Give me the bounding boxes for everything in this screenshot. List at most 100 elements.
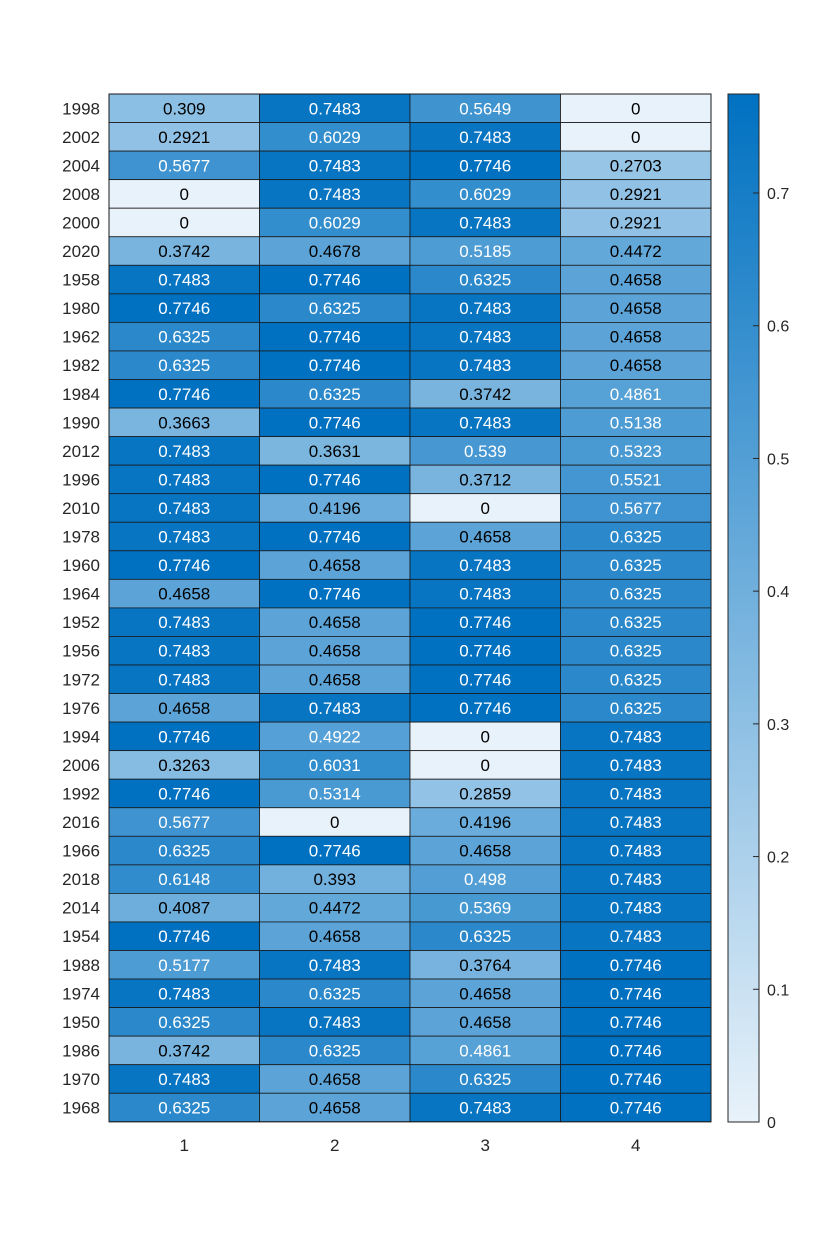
cell-value-label: 0.6325 — [158, 328, 210, 347]
cell-value-label: 0.7746 — [309, 328, 361, 347]
y-tick-label: 2006 — [62, 756, 100, 775]
cell-value-label: 0 — [481, 499, 490, 518]
cell-value-label: 0.7483 — [459, 356, 511, 375]
heatmap-cell — [560, 921, 712, 951]
heatmap-cell — [560, 464, 712, 495]
heatmap-cell — [108, 236, 260, 266]
cell-value-label: 0.4658 — [309, 1070, 361, 1089]
heatmap-cell — [409, 236, 561, 266]
heatmap-cell — [259, 236, 411, 266]
cell-value-label: 0.4861 — [459, 1041, 511, 1060]
heatmap-cell — [409, 978, 561, 1008]
cell-value-label: 0.7746 — [610, 984, 662, 1003]
y-tick-label: 1980 — [62, 299, 100, 318]
cell-value-label: 0.6325 — [610, 585, 662, 604]
cell-value-label: 0.3764 — [459, 956, 511, 975]
heatmap-cell — [108, 693, 260, 723]
heatmap-cell — [259, 150, 411, 181]
cell-value-label: 0.7483 — [459, 413, 511, 432]
y-tick-label: 1998 — [62, 99, 100, 118]
y-tick-label: 1952 — [62, 613, 100, 632]
cell-value-label: 0.539 — [464, 442, 507, 461]
heatmap-cell — [108, 950, 260, 980]
cell-value-label: 0.6325 — [309, 385, 361, 404]
heatmap-cell — [259, 93, 411, 123]
y-tick-label: 1976 — [62, 699, 100, 718]
x-tick-label: 2 — [330, 1136, 339, 1155]
cell-value-label: 0.5677 — [610, 499, 662, 518]
cell-value-label: 0.4658 — [309, 1099, 361, 1118]
y-tick-label: 2010 — [62, 499, 100, 518]
cell-value-label: 0.4658 — [459, 1013, 511, 1032]
cell-value-label: 0.7746 — [459, 670, 511, 689]
cell-value-label: 0.5677 — [158, 156, 210, 175]
cell-value-label: 0.6325 — [459, 927, 511, 946]
y-tick-label: 1960 — [62, 556, 100, 575]
cell-value-label: 0.7746 — [309, 528, 361, 547]
heatmap-cell — [560, 864, 712, 894]
heatmap-cell — [409, 664, 561, 694]
colorbar-tick-label: 0 — [767, 1115, 776, 1132]
y-tick-label: 2004 — [62, 156, 100, 175]
cell-value-label: 0.7746 — [309, 585, 361, 604]
heatmap-cell — [108, 407, 260, 437]
cell-value-label: 0.7483 — [158, 528, 210, 547]
heatmap-cell — [409, 379, 561, 409]
y-tick-label: 2018 — [62, 870, 100, 889]
cell-value-label: 0.4196 — [309, 499, 361, 518]
heatmap-cell — [409, 721, 561, 752]
cell-value-label: 0.7483 — [309, 185, 361, 204]
cell-value-label: 0.6325 — [459, 1070, 511, 1089]
cell-value-label: 0.7483 — [459, 128, 511, 147]
cell-value-label: 0.4922 — [309, 727, 361, 746]
y-tick-label: 1988 — [62, 956, 100, 975]
cell-value-label: 0.5369 — [459, 899, 511, 918]
cell-value-label: 0 — [180, 185, 189, 204]
cell-value-label: 0 — [330, 813, 339, 832]
heatmap-cell — [259, 379, 411, 409]
cell-value-label: 0.3263 — [158, 756, 210, 775]
cell-value-label: 0.6029 — [309, 213, 361, 232]
heatmap-cell — [259, 950, 411, 980]
cell-value-label: 0.4658 — [610, 356, 662, 375]
heatmap-cell — [560, 978, 712, 1008]
cell-value-label: 0.6029 — [459, 185, 511, 204]
cell-value-label: 0.7483 — [610, 870, 662, 889]
cell-value-label: 0.6325 — [309, 1041, 361, 1060]
x-tick-labels: 1 2 3 4 — [180, 1136, 641, 1155]
heatmap-cell — [259, 921, 411, 951]
heatmap-cell — [259, 207, 411, 238]
heatmap-cell — [560, 150, 712, 181]
cell-value-label: 0.7483 — [459, 299, 511, 318]
y-tick-label: 1996 — [62, 470, 100, 489]
y-tick-label: 1990 — [62, 413, 100, 432]
cell-value-label: 0.7483 — [158, 470, 210, 489]
heatmap-cell — [108, 436, 260, 466]
cell-value-label: 0.3631 — [309, 442, 361, 461]
heatmap-cell — [409, 1035, 561, 1066]
cell-value-label: 0.4658 — [309, 642, 361, 661]
heatmap-cells: 0.309 0.7483 0.5649 0 0.2921 0.6029 0.7483 0 0.5… — [108, 93, 712, 1123]
cell-value-label: 0.7746 — [158, 727, 210, 746]
heatmap-cell — [560, 122, 712, 152]
cell-value-label: 0.6325 — [309, 299, 361, 318]
cell-value-label: 0.7746 — [309, 842, 361, 861]
heatmap-cell — [560, 179, 712, 209]
cell-value-label: 0.6325 — [459, 271, 511, 290]
cell-value-label: 0.4087 — [158, 899, 210, 918]
heatmap-cell — [409, 693, 561, 723]
cell-value-label: 0.4658 — [610, 328, 662, 347]
cell-value-label: 0.7746 — [459, 642, 511, 661]
cell-value-label: 0.5138 — [610, 413, 662, 432]
cell-value-label: 0.2921 — [158, 128, 210, 147]
colorbar-tick-label: 0.7 — [767, 186, 789, 203]
colorbar-tick-label: 0.1 — [767, 982, 789, 999]
cell-value-label: 0.5649 — [459, 99, 511, 118]
cell-value-label: 0 — [481, 727, 490, 746]
heatmap-cell — [259, 750, 411, 780]
heatmap-cell — [409, 1092, 561, 1123]
heatmap-cell — [409, 264, 561, 295]
heatmap-cell — [259, 1007, 411, 1037]
heatmap-cell — [560, 607, 712, 637]
heatmap-cell — [108, 521, 260, 552]
